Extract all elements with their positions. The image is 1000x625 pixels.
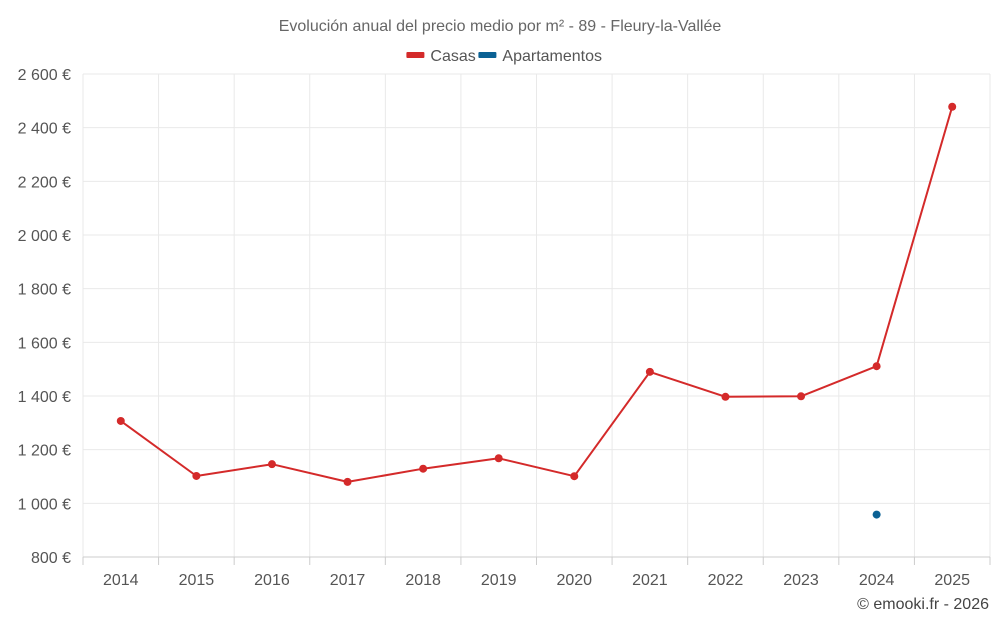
y-tick-label: 1 000 €	[18, 496, 71, 513]
x-tick-label: 2014	[103, 572, 139, 589]
legend-item-apartamentos[interactable]: Apartamentos	[478, 48, 602, 65]
x-tick-label: 2025	[934, 572, 970, 589]
axes	[82, 556, 991, 565]
y-tick-label: 2 400 €	[18, 121, 71, 138]
legend-label: Casas	[430, 48, 475, 65]
data-point-casas[interactable]	[116, 416, 125, 425]
series	[116, 102, 957, 519]
data-point-casas[interactable]	[419, 464, 428, 473]
data-point-casas[interactable]	[570, 472, 579, 481]
chart-title: Evolución anual del precio medio por m² …	[279, 18, 722, 35]
data-point-casas[interactable]	[872, 362, 881, 371]
x-axis-ticks: 2014 2015 2016 2017 2018 2019 2020 2021 2022 2023…	[103, 572, 970, 589]
data-point-casas[interactable]	[494, 454, 503, 463]
y-tick-label: 1 200 €	[18, 443, 71, 460]
y-tick-label: 1 400 €	[18, 389, 71, 406]
grid	[82, 73, 991, 557]
x-tick-label: 2023	[783, 572, 819, 589]
y-tick-label: 2 200 €	[18, 174, 71, 191]
legend-swatch	[478, 52, 497, 58]
x-tick-label: 2022	[708, 572, 744, 589]
x-tick-label: 2019	[481, 572, 517, 589]
x-tick-label: 2021	[632, 572, 668, 589]
x-tick-label: 2015	[179, 572, 215, 589]
y-tick-label: 1 600 €	[18, 335, 71, 352]
data-point-casas[interactable]	[267, 460, 276, 469]
x-tick-label: 2017	[330, 572, 366, 589]
legend: Casas Apartamentos	[406, 48, 602, 65]
legend-swatch	[406, 52, 425, 58]
y-axis-ticks: 800 € 1 000 € 1 200 € 1 400 € 1 600 € 1 800 €…	[18, 67, 71, 567]
data-point-casas[interactable]	[192, 471, 201, 480]
x-tick-label: 2016	[254, 572, 290, 589]
y-tick-label: 800 €	[31, 550, 71, 567]
credit-text: © emooki.fr - 2026	[857, 596, 989, 613]
x-tick-label: 2018	[405, 572, 441, 589]
y-tick-label: 2 600 €	[18, 67, 71, 84]
x-tick-label: 2020	[556, 572, 592, 589]
data-point-casas[interactable]	[721, 392, 730, 401]
legend-label: Apartamentos	[502, 48, 602, 65]
data-point-casas[interactable]	[797, 392, 806, 401]
legend-item-casas[interactable]: Casas	[406, 48, 476, 65]
y-tick-label: 2 000 €	[18, 228, 71, 245]
data-point-casas[interactable]	[645, 367, 654, 376]
data-point-apartamentos[interactable]	[872, 510, 881, 519]
y-tick-label: 1 800 €	[18, 282, 71, 299]
series-line-casas	[120, 106, 954, 483]
x-tick-label: 2024	[859, 572, 895, 589]
data-point-casas[interactable]	[343, 477, 352, 486]
data-point-casas[interactable]	[948, 102, 957, 111]
